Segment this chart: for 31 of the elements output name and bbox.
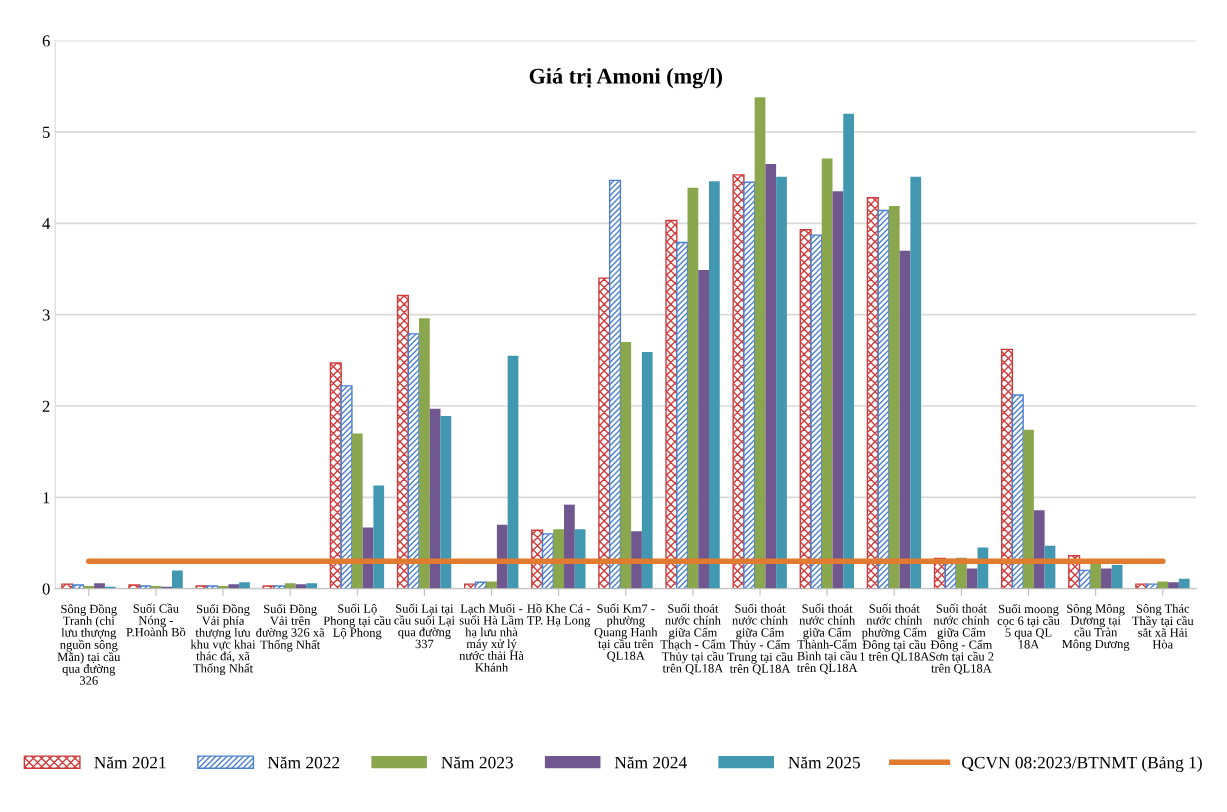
x-tick-label: Suối Cầu Nóng - P.Hoành Bồ	[126, 603, 186, 637]
legend-label: Năm 2021	[94, 756, 166, 769]
legend-label: Năm 2022	[267, 756, 340, 769]
x-tick-label: Suối Đồng Vải phía thượng lưu khu vực khai thác đá, xã Thống Nhất	[190, 603, 256, 676]
legend-label: Năm 2024	[614, 756, 687, 769]
x-tick-label: Hồ Khe Cá - TP. Hạ Long	[527, 603, 591, 628]
x-tick-label: Suối Lộ Phong tại cầu Lộ Phong	[323, 603, 392, 640]
x-tick-label: Sông Đồng Tranh (chi lưu thượng nguồn sông Mằn) tại cầu qua đường 326	[57, 603, 121, 685]
x-tick-label: Lạch Muối - suối Hà Lầm hạ lưu nhà máy xử lý nước thải Hà Khánh	[459, 603, 524, 672]
y-tick-label: 4	[42, 218, 51, 230]
x-tick-label: Suối Đồng Vải trên đường 326 xã Thống Nhất	[256, 603, 325, 652]
y-tick-label: 5	[42, 126, 50, 138]
y-tick-label: 0	[42, 583, 50, 595]
x-tick-label: Suối Lại tại cầu suối Lại qua đường 337	[394, 603, 455, 649]
x-tick-label: Suối thoát nước chính giữa Cẩm Thạch - Cẩm Thủy tại cầu trên QL18A	[660, 603, 726, 675]
text: Giá trị Amoni (mg/l)	[529, 68, 723, 89]
y-tick-label: 2	[42, 400, 50, 412]
x-tick-label: Suối moong cọc 6 tại cầu 5 qua QL 18A	[997, 603, 1060, 649]
y-tick-label: 1	[43, 492, 50, 504]
legend-label: Năm 2025	[788, 756, 860, 769]
x-tick-label: Suối thoát nước chính phường Cẩm Đông tại cầu 1 trên QL18A	[860, 603, 930, 663]
x-tick-label: Sông Mông Dương tại cầu Tràn Mông Dương	[1062, 603, 1130, 651]
x-tick-label: Sông Thác Thầy tại cầu sắt xã Hải Hòa	[1132, 603, 1194, 649]
x-tick-label: Suối thoát nước chính giữa Cẩm Thủy - Cẩm Trung tại cầu trên QL18A	[727, 603, 793, 675]
x-tick-label: Suối thoát nước chính giữa Cẩm Thành-Cẩm Bình tại cầu trên QL18A	[796, 603, 858, 674]
x-tick-label: Suối thoát nước chính giữa Cẩm Đông - Cẩm Sơn tại cầu 2 trên QL18A	[929, 603, 994, 675]
x-tick-label: Suối Km7 - phường Quang Hanh tại cầu trên QL18A	[594, 603, 658, 662]
legend-label: QCVN 08:2023/BTNMT (Bảng 1)	[962, 756, 1202, 773]
y-tick-label: 3	[42, 309, 50, 321]
legend-label: Năm 2023	[441, 756, 513, 769]
y-tick-label: 6	[42, 35, 50, 47]
